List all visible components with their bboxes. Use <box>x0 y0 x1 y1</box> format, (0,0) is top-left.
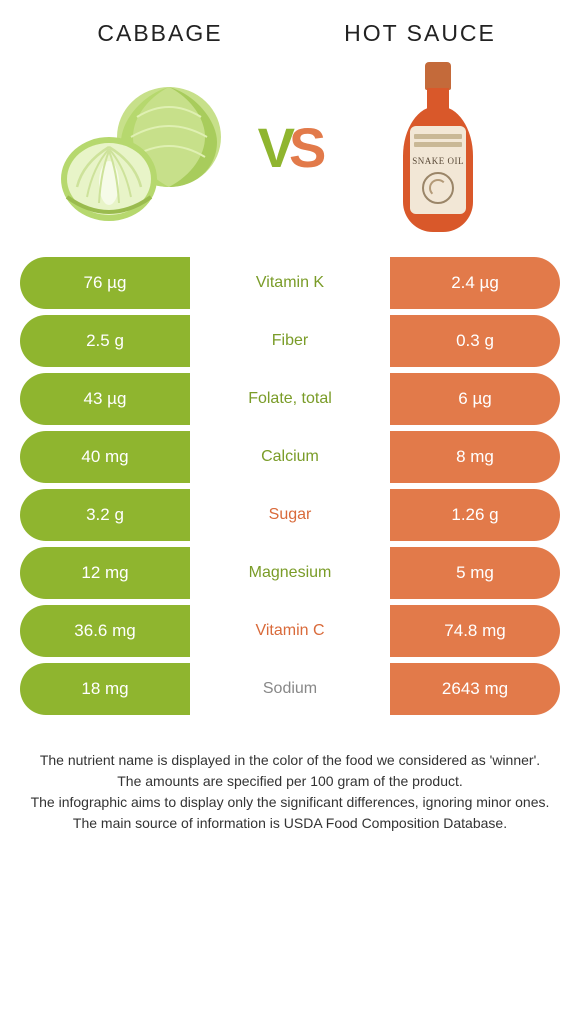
left-value: 76 µg <box>20 257 190 309</box>
right-value: 74.8 mg <box>390 605 560 657</box>
nutrient-label: Vitamin C <box>190 605 390 657</box>
right-title-col: HOT SAUCE <box>290 20 550 47</box>
comparison-table: 76 µgVitamin K2.4 µg 2.5 gFiber0.3 g 43 µg… <box>0 257 580 715</box>
hot-sauce-bottle-icon: SNAKE OIL <box>403 62 473 232</box>
right-value: 0.3 g <box>390 315 560 367</box>
table-row: 3.2 gSugar1.26 g <box>20 489 560 541</box>
vs-v: V <box>258 115 291 180</box>
vs-label: VS <box>254 115 327 180</box>
image-row: VS SNAKE OIL <box>0 57 580 257</box>
footer-line: The amounts are specified per 100 gram o… <box>24 772 556 791</box>
footer-notes: The nutrient name is displayed in the co… <box>0 721 580 833</box>
right-value: 8 mg <box>390 431 560 483</box>
nutrient-label: Fiber <box>190 315 390 367</box>
table-row: 36.6 mgVitamin C74.8 mg <box>20 605 560 657</box>
footer-line: The nutrient name is displayed in the co… <box>24 751 556 770</box>
left-value: 36.6 mg <box>20 605 190 657</box>
right-value: 6 µg <box>390 373 560 425</box>
nutrient-label: Calcium <box>190 431 390 483</box>
bottle-brand: SNAKE OIL <box>412 156 464 166</box>
table-row: 43 µgFolate, total6 µg <box>20 373 560 425</box>
right-title: HOT SAUCE <box>290 20 550 47</box>
right-value: 5 mg <box>390 547 560 599</box>
left-value: 2.5 g <box>20 315 190 367</box>
cabbage-icon <box>57 67 227 227</box>
left-title-col: CABBAGE <box>30 20 290 47</box>
nutrient-label: Folate, total <box>190 373 390 425</box>
table-row: 2.5 gFiber0.3 g <box>20 315 560 367</box>
left-value: 3.2 g <box>20 489 190 541</box>
left-value: 40 mg <box>20 431 190 483</box>
nutrient-label: Sugar <box>190 489 390 541</box>
table-row: 40 mgCalcium8 mg <box>20 431 560 483</box>
left-value: 18 mg <box>20 663 190 715</box>
nutrient-label: Sodium <box>190 663 390 715</box>
right-image: SNAKE OIL <box>326 57 550 237</box>
left-title: CABBAGE <box>30 20 290 47</box>
table-row: 76 µgVitamin K2.4 µg <box>20 257 560 309</box>
right-value: 2.4 µg <box>390 257 560 309</box>
right-value: 1.26 g <box>390 489 560 541</box>
footer-line: The infographic aims to display only the… <box>24 793 556 812</box>
nutrient-label: Vitamin K <box>190 257 390 309</box>
vs-s: S <box>289 115 322 180</box>
table-row: 12 mgMagnesium5 mg <box>20 547 560 599</box>
header: CABBAGE HOT SAUCE <box>0 0 580 57</box>
left-value: 43 µg <box>20 373 190 425</box>
nutrient-label: Magnesium <box>190 547 390 599</box>
table-row: 18 mgSodium2643 mg <box>20 663 560 715</box>
footer-line: The main source of information is USDA F… <box>24 814 556 833</box>
left-value: 12 mg <box>20 547 190 599</box>
left-image <box>30 57 254 237</box>
right-value: 2643 mg <box>390 663 560 715</box>
